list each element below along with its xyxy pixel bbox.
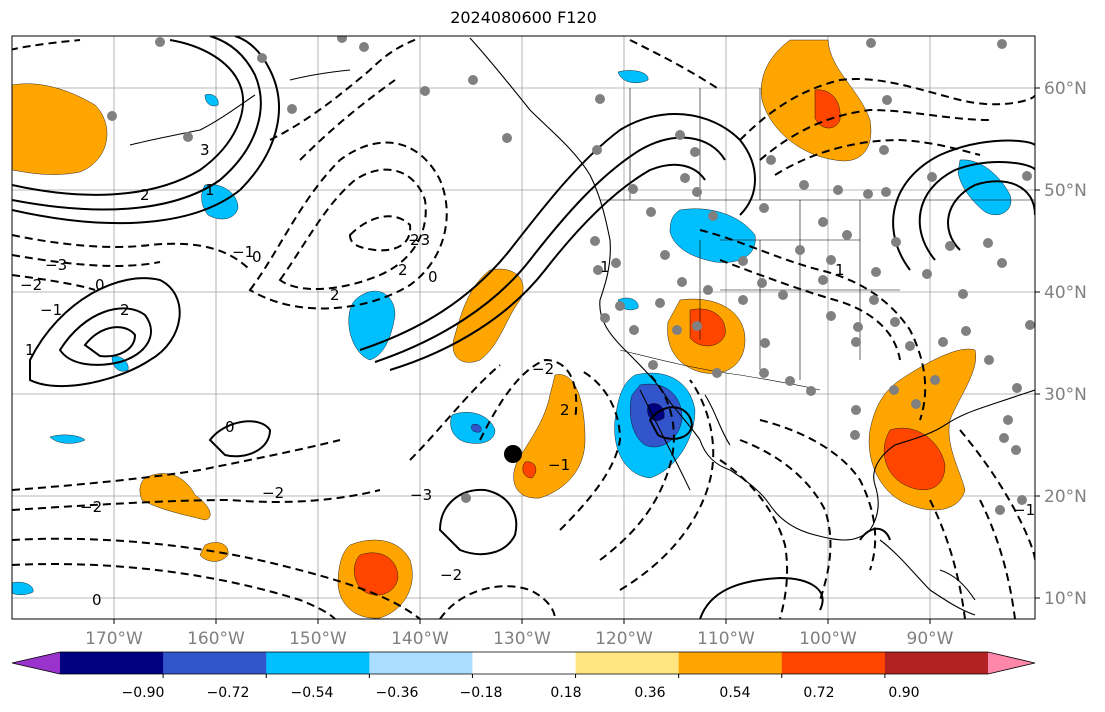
- contour-label: −1: [1013, 501, 1035, 519]
- contour-label: −2: [262, 484, 284, 502]
- colorbar-tick-label: −0.18: [460, 685, 503, 701]
- map-area: [12, 36, 1035, 619]
- colorbar-tick-label: 0.18: [550, 685, 581, 701]
- contour-label: 2: [140, 186, 150, 204]
- colorbar-tick-label: 0.54: [719, 685, 750, 701]
- station-dots: [107, 36, 1035, 515]
- contour-label: 2: [120, 301, 130, 319]
- contour-label: −1: [40, 301, 62, 319]
- contour-label: 2: [410, 231, 420, 249]
- contour-label: 0: [252, 248, 262, 266]
- colorbar-bin: [60, 652, 164, 674]
- colorbar-tick-label: 0.72: [803, 685, 834, 701]
- positive-anomaly-south-core: [354, 552, 399, 596]
- lon-label: 120°W: [595, 629, 653, 649]
- colorbar-outline: [11, 651, 1036, 675]
- colorbar-bin: [266, 652, 370, 674]
- contour-label: 1: [25, 341, 35, 359]
- negative-anomaly-east-pacific-core: [471, 424, 482, 433]
- negative-anomaly-central-pacific: [348, 290, 396, 361]
- lon-labels: 170°W 160°W 150°W 140°W 130°W 120°W 110°…: [85, 629, 954, 649]
- colorbar-tick-label: 0.36: [634, 685, 665, 701]
- lat-label: 60°N: [1044, 79, 1087, 99]
- colorbar-tick-label: −0.72: [207, 685, 250, 701]
- contour-label: −2: [20, 276, 42, 294]
- shaded-fields: [12, 39, 1012, 619]
- lon-ticks: [113, 619, 931, 624]
- contour-label: 0: [92, 591, 102, 609]
- graticule: [12, 36, 1035, 619]
- lon-label: 100°W: [799, 629, 857, 649]
- negative-anomaly-great-lakes: [957, 159, 1012, 216]
- contour-label: −2: [440, 566, 462, 584]
- colorbar-bin: [678, 652, 783, 674]
- colorbar: [11, 651, 1036, 678]
- contour-label: 0: [428, 268, 438, 286]
- storm-position-marker: [504, 445, 522, 463]
- lat-label: 10°N: [1044, 589, 1087, 609]
- negative-anomaly-pacific-nw: [669, 208, 756, 263]
- colorbar-tick-label: −0.90: [122, 685, 165, 701]
- contour-label: 3: [200, 141, 210, 159]
- contour-label: 1: [205, 181, 215, 199]
- negative-anomaly-west-edge: [12, 581, 34, 595]
- colorbar-bin: [472, 652, 577, 674]
- contour-label: 0: [95, 276, 105, 294]
- contour-label: −1: [232, 243, 254, 261]
- lat-ticks: [1035, 87, 1040, 599]
- colorbar-bin: [884, 652, 989, 674]
- colorbar-tick-labels: −0.90 −0.72 −0.54 −0.36 −0.18 0.18 0.36 …: [122, 685, 920, 701]
- lat-label: 20°N: [1044, 487, 1087, 507]
- contour-label: 2: [398, 261, 408, 279]
- colorbar-bin: [369, 652, 473, 674]
- contour-label: −1: [548, 456, 570, 474]
- positive-anomaly-ne-pacific: [452, 268, 524, 363]
- contour-label: 2: [560, 401, 570, 419]
- lat-labels: 60°N 50°N 40°N 30°N 20°N 10°N: [1044, 79, 1087, 609]
- lon-label: 140°W: [391, 629, 449, 649]
- colorbar-bin: [781, 652, 886, 674]
- positive-anomaly-baja-west-core: [522, 461, 537, 479]
- positive-anomaly-subtropic-west: [139, 473, 211, 521]
- contour-label: 1: [835, 261, 845, 279]
- lon-label: 110°W: [697, 629, 755, 649]
- negative-anomaly-baja-deep: [647, 403, 665, 421]
- colorbar-bin: [163, 652, 267, 674]
- map-border: [11, 35, 1036, 620]
- positive-anomaly-four-corners-core: [689, 308, 726, 347]
- plot-title: 2024080600 F120: [450, 8, 597, 27]
- contour-label: −3: [410, 486, 432, 504]
- lon-label: 170°W: [85, 629, 143, 649]
- coastlines: [129, 37, 1035, 616]
- contour-label: −3: [45, 256, 67, 274]
- negative-anomaly-alaska: [201, 184, 239, 220]
- contour-label: 2: [330, 286, 340, 304]
- contour-label: −3: [408, 231, 430, 249]
- colorbar-tick-label: 0.90: [888, 685, 919, 701]
- lat-label: 30°N: [1044, 385, 1087, 405]
- contour-label: −2: [532, 360, 554, 378]
- lon-label: 160°W: [187, 629, 245, 649]
- lon-label: 150°W: [289, 629, 347, 649]
- contour-label: 1: [600, 258, 610, 276]
- negative-anomaly-canada: [617, 70, 649, 84]
- colorbar-extend-low: [12, 652, 60, 674]
- colorbar-tick-label: −0.36: [376, 685, 419, 701]
- contour-label: 0: [225, 418, 235, 436]
- colorbar-tick-label: −0.54: [291, 685, 334, 701]
- lon-label: 90°W: [907, 629, 954, 649]
- lon-label: 130°W: [493, 629, 551, 649]
- lat-label: 40°N: [1044, 283, 1087, 303]
- negative-anomaly-hawaii-west: [49, 434, 86, 444]
- negative-anomaly-small-1: [204, 94, 219, 107]
- colorbar-bin: [575, 652, 680, 674]
- negative-contours: [12, 37, 1035, 619]
- contour-label: −2: [80, 498, 102, 516]
- positive-anomaly-alaska-west: [12, 83, 108, 175]
- colorbar-extend-high: [988, 652, 1035, 674]
- lat-label: 50°N: [1044, 181, 1087, 201]
